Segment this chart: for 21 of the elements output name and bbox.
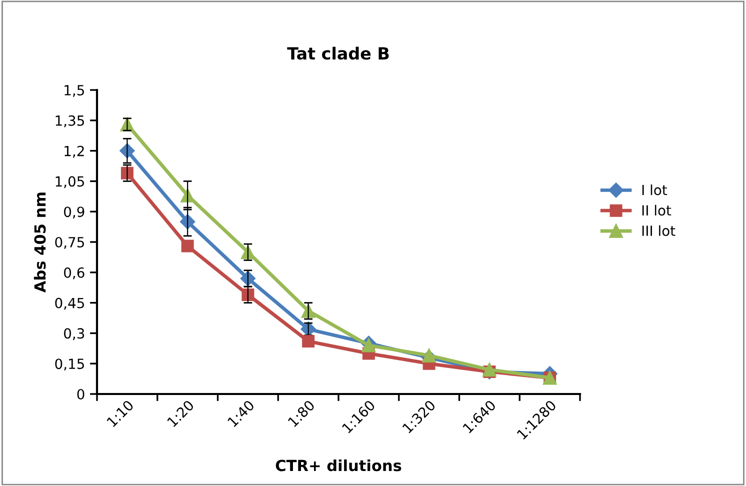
y-tick-label: 0,3	[64, 328, 84, 340]
y-tick-label: 0,75	[55, 236, 84, 249]
y-tick-label: 1,05	[56, 176, 84, 188]
legend-label: II lot	[642, 204, 672, 216]
legend-label: III lot	[642, 225, 676, 236]
y-tick-label: 1,2	[64, 146, 84, 158]
y-tick-label: 0	[77, 388, 84, 400]
legend-label: I lot	[642, 184, 668, 196]
y-tick-label: 0,15	[55, 358, 84, 370]
point	[482, 362, 496, 377]
y-tick-label: 1,35	[56, 115, 84, 128]
point	[422, 348, 436, 362]
point	[181, 240, 194, 252]
y-tick-label: 0,6	[64, 267, 84, 280]
chart-title: Tat clade B	[287, 46, 389, 60]
y-axis-title: Abs 405 nm	[34, 192, 46, 293]
y-tick-label: 0,9	[64, 206, 84, 218]
y-tick-label: 1,5	[64, 85, 84, 97]
point	[302, 335, 315, 348]
y-tick-label: 0,45	[55, 298, 84, 310]
x-axis-title: CTR+ dilutions	[276, 459, 402, 472]
